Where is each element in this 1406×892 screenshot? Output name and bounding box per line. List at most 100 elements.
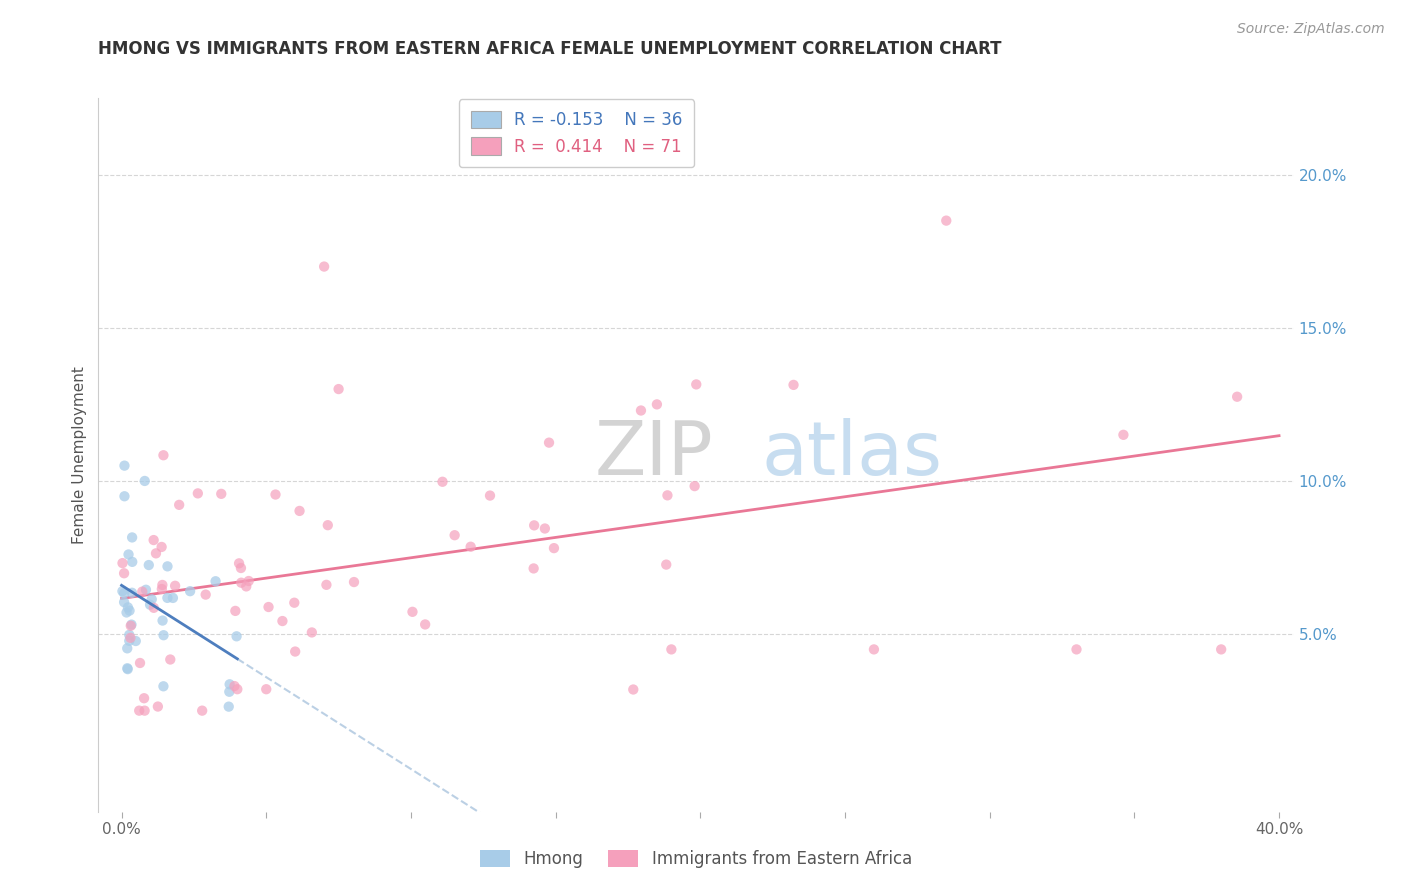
Point <box>115 641 138 656</box>
Point <box>120 631 142 645</box>
Point <box>284 644 307 658</box>
Point <box>271 614 294 628</box>
Point <box>142 600 165 615</box>
Point <box>152 614 174 628</box>
Point <box>129 656 152 670</box>
Point <box>134 704 156 718</box>
Point <box>328 382 350 396</box>
Point <box>235 579 257 593</box>
Point <box>1226 390 1249 404</box>
Text: Source: ZipAtlas.com: Source: ZipAtlas.com <box>1237 22 1385 37</box>
Point <box>224 679 246 693</box>
Point <box>264 487 287 501</box>
Point <box>112 586 135 600</box>
Point <box>630 403 652 417</box>
Point <box>401 605 423 619</box>
Point <box>159 652 181 666</box>
Point <box>316 518 339 533</box>
Point <box>661 642 683 657</box>
Point <box>117 548 139 562</box>
Point <box>120 619 142 633</box>
Point <box>238 574 260 588</box>
Point <box>118 604 141 618</box>
Point <box>121 531 143 545</box>
Point <box>187 486 209 500</box>
Point <box>224 604 246 618</box>
Text: ZIP: ZIP <box>595 418 713 491</box>
Point <box>479 489 502 503</box>
Point <box>288 504 311 518</box>
Point <box>121 555 143 569</box>
Point <box>152 628 174 642</box>
Point <box>112 566 135 581</box>
Point <box>146 699 169 714</box>
Point <box>315 578 337 592</box>
Text: atlas: atlas <box>762 418 942 491</box>
Point <box>523 561 546 575</box>
Point <box>121 617 143 632</box>
Point <box>343 575 366 590</box>
Point <box>152 448 174 462</box>
Point <box>935 213 957 227</box>
Point <box>121 586 143 600</box>
Point <box>226 682 249 697</box>
Point <box>112 595 135 609</box>
Legend: Hmong, Immigrants from Eastern Africa: Hmong, Immigrants from Eastern Africa <box>474 843 918 875</box>
Point <box>194 588 217 602</box>
Text: HMONG VS IMMIGRANTS FROM EASTERN AFRICA FEMALE UNEMPLOYMENT CORRELATION CHART: HMONG VS IMMIGRANTS FROM EASTERN AFRICA … <box>98 40 1002 58</box>
Point <box>117 600 139 615</box>
Point <box>229 561 252 575</box>
Point <box>179 584 201 599</box>
Point <box>117 662 139 676</box>
Point <box>118 628 141 642</box>
Point <box>432 475 454 489</box>
Point <box>655 558 678 572</box>
Point <box>523 518 546 533</box>
Point <box>218 685 240 699</box>
Point <box>156 591 179 605</box>
Point <box>111 584 134 599</box>
Point <box>117 661 139 675</box>
Point <box>152 679 174 693</box>
Point <box>1211 642 1233 657</box>
Point <box>218 677 240 691</box>
Point <box>114 489 136 503</box>
Point <box>162 591 184 605</box>
Point <box>204 574 226 589</box>
Point <box>111 556 134 570</box>
Point <box>225 629 247 643</box>
Point <box>141 592 163 607</box>
Point <box>191 704 214 718</box>
Point <box>534 521 557 535</box>
Point <box>145 546 167 560</box>
Point <box>543 541 565 555</box>
Point <box>645 397 668 411</box>
Point <box>413 617 436 632</box>
Point <box>131 584 153 599</box>
Point <box>135 582 157 597</box>
Point <box>118 633 141 648</box>
Point <box>156 559 179 574</box>
Point <box>257 600 280 615</box>
Point <box>150 540 173 554</box>
Point <box>231 575 253 590</box>
Point <box>314 260 336 274</box>
Point <box>657 488 679 502</box>
Point <box>254 682 277 697</box>
Point <box>621 682 644 697</box>
Point <box>150 578 173 592</box>
Point <box>782 377 804 392</box>
Point <box>301 625 323 640</box>
Point <box>150 582 173 596</box>
Point <box>115 606 138 620</box>
Point <box>134 474 156 488</box>
Point <box>142 533 165 547</box>
Point <box>1112 427 1135 442</box>
Point <box>683 479 706 493</box>
Point <box>1066 642 1088 657</box>
Point <box>863 642 886 657</box>
Y-axis label: Female Unemployment: Female Unemployment <box>72 366 87 544</box>
Point <box>283 596 305 610</box>
Point <box>132 691 155 706</box>
Point <box>218 699 240 714</box>
